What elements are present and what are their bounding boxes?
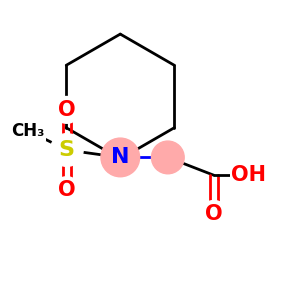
- Text: CH₃: CH₃: [11, 122, 45, 140]
- Circle shape: [50, 134, 83, 166]
- Circle shape: [200, 200, 227, 227]
- Circle shape: [53, 177, 80, 203]
- Circle shape: [101, 138, 140, 177]
- Text: OH: OH: [231, 165, 266, 185]
- Text: O: O: [58, 180, 76, 200]
- Text: O: O: [58, 100, 76, 120]
- Circle shape: [53, 97, 80, 123]
- Text: N: N: [111, 147, 130, 167]
- Text: S: S: [59, 140, 75, 160]
- Text: O: O: [205, 204, 223, 224]
- Circle shape: [152, 141, 184, 174]
